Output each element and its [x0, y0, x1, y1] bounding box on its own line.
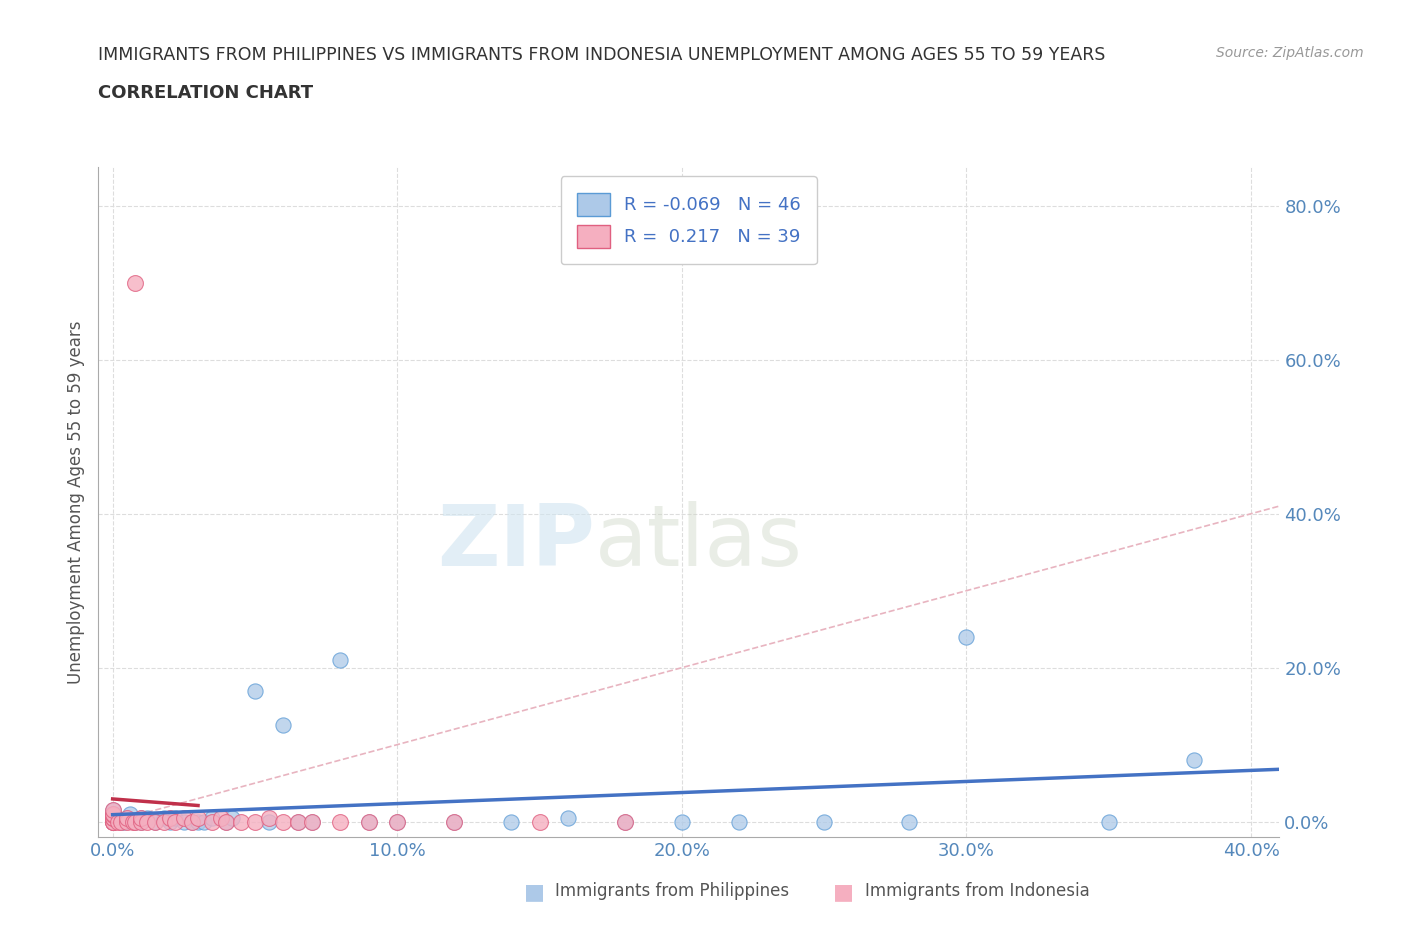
Immigrants from Indonesia	[329, 814, 352, 829]
Text: IMMIGRANTS FROM PHILIPPINES VS IMMIGRANTS FROM INDONESIA UNEMPLOYMENT AMONG AGES: IMMIGRANTS FROM PHILIPPINES VS IMMIGRANT…	[98, 46, 1105, 64]
Immigrants from Philippines	[173, 814, 195, 829]
Immigrants from Philippines	[273, 718, 295, 733]
Immigrants from Philippines	[159, 814, 181, 829]
Immigrants from Philippines	[243, 684, 266, 698]
Immigrants from Philippines	[193, 814, 215, 829]
Immigrants from Philippines	[301, 814, 323, 829]
Immigrants from Philippines	[221, 810, 243, 825]
Immigrants from Indonesia	[110, 814, 132, 829]
Immigrants from Philippines	[257, 814, 280, 829]
Text: Immigrants from Indonesia: Immigrants from Indonesia	[865, 883, 1090, 900]
Immigrants from Indonesia	[153, 814, 176, 829]
Immigrants from Indonesia	[129, 810, 152, 825]
Immigrants from Philippines	[101, 806, 124, 821]
Immigrants from Philippines	[110, 814, 132, 829]
Immigrants from Philippines	[671, 814, 693, 829]
Immigrants from Philippines	[215, 814, 238, 829]
Immigrants from Philippines	[955, 630, 977, 644]
Immigrants from Philippines	[613, 814, 636, 829]
Immigrants from Philippines	[129, 810, 152, 825]
Immigrants from Indonesia	[613, 814, 636, 829]
Immigrants from Philippines	[115, 810, 138, 825]
Immigrants from Indonesia	[387, 814, 409, 829]
Immigrants from Indonesia	[273, 814, 295, 829]
Immigrants from Indonesia	[101, 803, 124, 817]
Immigrants from Philippines	[443, 814, 465, 829]
Immigrants from Philippines	[101, 806, 124, 821]
Immigrants from Philippines	[101, 814, 124, 829]
Immigrants from Philippines	[135, 810, 157, 825]
Legend: R = -0.069   N = 46, R =  0.217   N = 39: R = -0.069 N = 46, R = 0.217 N = 39	[561, 177, 817, 264]
Immigrants from Philippines	[1182, 752, 1205, 767]
Text: ■: ■	[524, 882, 544, 902]
Immigrants from Philippines	[153, 810, 176, 825]
Immigrants from Indonesia	[107, 814, 129, 829]
Immigrants from Philippines	[1098, 814, 1121, 829]
Immigrants from Indonesia	[301, 814, 323, 829]
Immigrants from Indonesia	[181, 814, 204, 829]
Immigrants from Indonesia	[165, 814, 187, 829]
Immigrants from Philippines	[124, 814, 146, 829]
Immigrants from Indonesia	[101, 810, 124, 825]
Immigrants from Indonesia	[201, 814, 224, 829]
Immigrants from Indonesia	[143, 814, 166, 829]
Immigrants from Philippines	[813, 814, 835, 829]
Immigrants from Philippines	[118, 806, 141, 821]
Immigrants from Indonesia	[287, 814, 309, 829]
Immigrants from Philippines	[129, 814, 152, 829]
Immigrants from Indonesia	[129, 814, 152, 829]
Immigrants from Indonesia	[101, 814, 124, 829]
Immigrants from Philippines	[101, 814, 124, 829]
Immigrants from Indonesia	[115, 810, 138, 825]
Immigrants from Indonesia	[124, 814, 146, 829]
Text: atlas: atlas	[595, 501, 803, 584]
Immigrants from Indonesia	[173, 810, 195, 825]
Immigrants from Philippines	[101, 810, 124, 825]
Immigrants from Indonesia	[159, 810, 181, 825]
Immigrants from Indonesia	[357, 814, 380, 829]
Immigrants from Philippines	[287, 814, 309, 829]
Immigrants from Indonesia	[101, 806, 124, 821]
Immigrants from Indonesia	[257, 810, 280, 825]
Immigrants from Indonesia	[209, 810, 232, 825]
Y-axis label: Unemployment Among Ages 55 to 59 years: Unemployment Among Ages 55 to 59 years	[66, 321, 84, 684]
Immigrants from Indonesia	[187, 810, 209, 825]
Immigrants from Philippines	[101, 810, 124, 825]
Text: CORRELATION CHART: CORRELATION CHART	[98, 84, 314, 101]
Immigrants from Philippines	[165, 810, 187, 825]
Immigrants from Philippines	[357, 814, 380, 829]
Immigrants from Philippines	[187, 814, 209, 829]
Immigrants from Indonesia	[135, 814, 157, 829]
Immigrants from Indonesia	[101, 814, 124, 829]
Immigrants from Philippines	[499, 814, 522, 829]
Immigrants from Indonesia	[229, 814, 252, 829]
Immigrants from Philippines	[112, 814, 135, 829]
Immigrants from Indonesia	[215, 814, 238, 829]
Immigrants from Indonesia	[443, 814, 465, 829]
Immigrants from Philippines	[329, 653, 352, 668]
Immigrants from Philippines	[557, 810, 579, 825]
Immigrants from Indonesia	[101, 810, 124, 825]
Immigrants from Indonesia	[121, 814, 143, 829]
Immigrants from Indonesia	[101, 814, 124, 829]
Text: Source: ZipAtlas.com: Source: ZipAtlas.com	[1216, 46, 1364, 60]
Immigrants from Indonesia	[529, 814, 551, 829]
Immigrants from Philippines	[101, 803, 124, 817]
Immigrants from Philippines	[201, 810, 224, 825]
Immigrants from Indonesia	[124, 275, 146, 290]
Immigrants from Philippines	[181, 814, 204, 829]
Text: ■: ■	[834, 882, 853, 902]
Immigrants from Philippines	[387, 814, 409, 829]
Immigrants from Philippines	[727, 814, 749, 829]
Immigrants from Indonesia	[115, 814, 138, 829]
Immigrants from Indonesia	[243, 814, 266, 829]
Immigrants from Philippines	[101, 814, 124, 829]
Immigrants from Philippines	[143, 814, 166, 829]
Immigrants from Indonesia	[101, 808, 124, 823]
Text: Immigrants from Philippines: Immigrants from Philippines	[555, 883, 790, 900]
Text: ZIP: ZIP	[437, 501, 595, 584]
Immigrants from Philippines	[898, 814, 921, 829]
